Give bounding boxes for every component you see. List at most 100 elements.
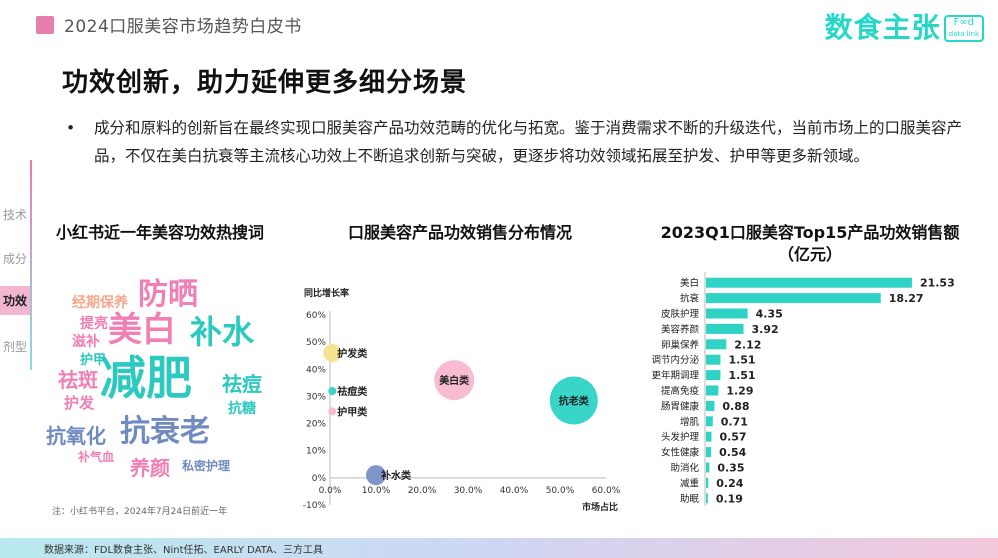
intro-paragraph: • 成分和原料的创新旨在最终实现口服美容产品功效范畴的优化与拓宽。鉴于消费需求不… [66,114,968,170]
bar [706,354,721,365]
scatter-title: 口服美容产品功效销售分布情况 [347,223,572,242]
scatter-point-label: 补水类 [380,469,411,482]
bar-chart: 美白 21.53 抗衰 18.27 皮肤护理 4.35 美容养颜 3.92 卵巢保养 2.12 调节… [651,272,955,506]
bar-category-label: 助消化 [670,462,699,474]
bar [706,431,712,442]
wordcloud-word: 防晒 [138,277,198,312]
wordcloud-word: 补气血 [78,450,115,464]
scatter-point-label: 抗老类 [559,395,589,408]
brand-logo: 数食主张 F∞d data link [825,6,984,46]
scatter-point [434,360,475,401]
scatter-xtick: 50.0% [546,486,575,496]
wordcloud-word: 经期保养 [72,295,128,311]
scatter-xtick: 60.0% [592,486,621,496]
scatter-point-label: 护甲类 [337,405,367,418]
wordcloud-word: 提亮 [80,316,108,332]
wordcloud-word: 滋补 [72,334,100,350]
bar-value-label: 1.29 [726,385,753,398]
header-square-icon [36,15,54,34]
bar-category-label: 女性健康 [661,447,700,459]
bar-category-label: 提高免疫 [661,385,700,397]
scatter-ytick: 50% [306,338,326,348]
scatter-ytick: 0% [312,474,327,484]
wordcloud-word: 养颜 [130,456,170,480]
data-source: 数据来源：FDL数食主张、Nint任拓、EARLY DATA、三方工具 [44,545,323,556]
wordcloud-word: 私密护理 [182,459,231,473]
scatter-xtick: 40.0% [500,486,529,496]
bar-category-label: 调节内分泌 [651,354,699,366]
bullet-icon: • [66,119,76,137]
scatter-chart: 同比增长率 60% 50% 40% 30% 20% 10% 0% -10% 0.0% 10.0% 20… [303,287,621,513]
scatter-point [366,465,386,486]
scatter-ylabel: 同比增长率 [304,287,349,299]
bar-value-label: 0.57 [719,431,746,444]
wordcloud-word: 抗糖 [228,401,256,417]
bar-value-label: 0.24 [716,477,743,490]
scatter-point [328,407,337,416]
scatter-ytick: 10% [306,447,326,457]
bar-category-label: 头发护理 [661,431,700,443]
bar [706,400,715,411]
bar-category-label: 皮肤护理 [661,308,700,320]
scatter-xtick: 10.0% [362,486,391,496]
bar-value-label: 4.35 [756,308,783,321]
brand-mark-bottom: data link [948,30,979,38]
bar-category-label: 美白 [680,277,699,289]
bar-category-label: 美容养颜 [661,323,700,335]
bar-value-label: 1.51 [728,354,755,367]
scatter-ytick: 30% [306,392,326,402]
bar [706,493,708,504]
wordcloud-word: 减肥 [100,351,192,405]
scatter-xtick: 20.0% [408,486,437,496]
wordcloud-word: 抗衰老 [120,414,210,449]
footer: 数据来源：FDL数食主张、Nint任拓、EARLY DATA、三方工具 [0,538,998,558]
bar [706,462,710,473]
scatter-ytick: -10% [303,501,327,511]
bar-value-label: 3.92 [751,323,778,336]
wordcloud-word: 祛斑 [58,368,98,392]
bar-value-label: 0.71 [721,415,748,428]
bar-category-label: 更年期调理 [651,370,699,382]
bar-value-label: 0.19 [716,492,743,505]
side-nav-item-efficacy[interactable]: 功效 [0,286,30,315]
bar-category-label: 助眠 [680,493,700,505]
scatter-point-label: 祛痘类 [336,385,367,398]
bar [706,416,713,427]
wordcloud-word: 抗氧化 [46,424,106,448]
brand-mark-top: F∞d [953,17,975,28]
bar [706,277,912,288]
brand-mark-icon: F∞d data link [943,15,984,42]
side-nav: 技术 成分 功效 剂型 [0,160,34,370]
bar-category-label: 卵巢保养 [661,339,700,351]
intro-text: 成分和原料的创新旨在最终实现口服美容产品功效范畴的优化与拓宽。鉴于消费需求不断的… [94,119,963,165]
bar-value-label: 2.12 [734,338,761,351]
bar-value-label: 21.53 [920,277,955,290]
bar-title: 2023Q1口服美容Top15产品功效销售额（亿元） [660,223,960,264]
bar [706,385,719,396]
page-title: 功效创新，助力延伸更多细分场景 [62,68,468,98]
bar [706,308,748,319]
brand-name: 数食主张 [824,11,941,44]
bar-value-label: 0.88 [722,400,749,413]
side-nav-item-dosage[interactable]: 剂型 [2,340,27,354]
wordcloud-word: 护发 [64,394,95,412]
bar [706,477,709,488]
scatter-point [323,344,342,362]
bar-value-label: 0.35 [717,462,744,475]
doc-title: 2024口服美容市场趋势白皮书 [64,17,302,37]
bar [706,447,712,458]
scatter-point-label: 护发类 [337,347,367,360]
scatter-xtick: 0.0% [319,486,342,496]
side-nav-line [30,160,32,370]
bar-value-label: 0.54 [719,446,746,459]
scatter-ytick: 20% [306,420,326,430]
bar [706,370,721,381]
wordcloud-title: 小红书近一年美容功效热搜词 [56,223,265,242]
side-nav-item-ingredient[interactable]: 成分 [2,252,27,266]
wordcloud-note: 注：小红书平台，2024年7月24日前近一年 [52,507,228,517]
bar-value-label: 18.27 [889,292,924,305]
bar [706,323,744,334]
scatter-ytick: 40% [306,365,326,375]
side-nav-item-tech[interactable]: 技术 [2,208,27,222]
bar-value-label: 1.51 [728,369,755,382]
